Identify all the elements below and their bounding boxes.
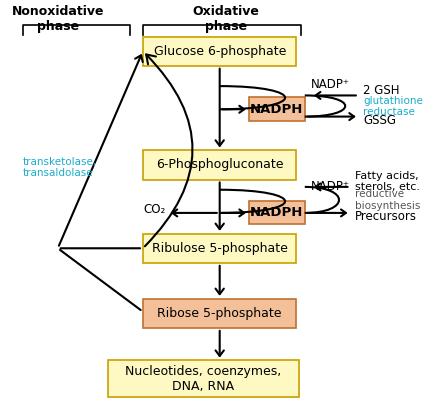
Text: Nucleotides, coenzymes,
DNA, RNA: Nucleotides, coenzymes, DNA, RNA (125, 365, 281, 393)
Text: GSSG: GSSG (363, 114, 396, 127)
FancyBboxPatch shape (143, 234, 296, 263)
Text: Ribulose 5-phosphate: Ribulose 5-phosphate (152, 242, 288, 255)
Text: Fatty acids,
sterols, etc.: Fatty acids, sterols, etc. (354, 171, 420, 192)
FancyBboxPatch shape (249, 98, 305, 121)
Text: Nonoxidative
phase: Nonoxidative phase (11, 5, 104, 33)
Text: CO₂: CO₂ (143, 203, 166, 216)
Text: 2 GSH: 2 GSH (363, 84, 399, 97)
Text: Glucose 6-phosphate: Glucose 6-phosphate (153, 44, 286, 58)
Text: glutathione
reductase: glutathione reductase (363, 96, 423, 117)
Text: Ribose 5-phosphate: Ribose 5-phosphate (157, 307, 282, 320)
Text: NADP⁺: NADP⁺ (311, 180, 350, 193)
Text: NADPH: NADPH (250, 103, 303, 115)
FancyBboxPatch shape (108, 360, 298, 397)
Text: 6-Phosphogluconate: 6-Phosphogluconate (156, 159, 284, 171)
Text: Precursors: Precursors (354, 211, 416, 223)
FancyBboxPatch shape (249, 201, 305, 224)
Text: reductive
biosynthesis: reductive biosynthesis (354, 189, 420, 211)
FancyBboxPatch shape (143, 37, 296, 66)
FancyBboxPatch shape (143, 150, 296, 180)
Text: transketolase,
transaldolase: transketolase, transaldolase (23, 157, 97, 178)
FancyBboxPatch shape (143, 299, 296, 328)
Text: Oxidative
phase: Oxidative phase (192, 5, 259, 33)
Text: NADPH: NADPH (250, 206, 303, 219)
Text: NADP⁺: NADP⁺ (311, 77, 350, 91)
FancyArrowPatch shape (145, 54, 193, 246)
